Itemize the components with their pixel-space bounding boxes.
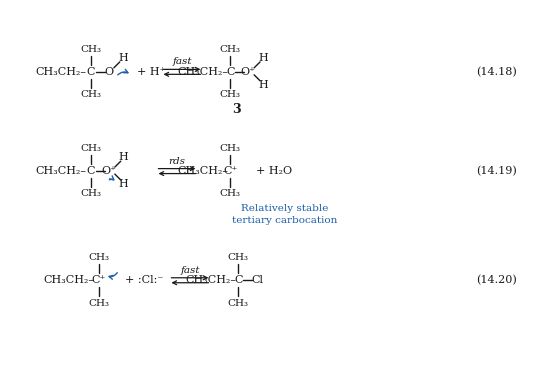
Text: CH₃: CH₃ [220,90,240,99]
Text: CH₃CH₂–: CH₃CH₂– [177,166,228,176]
Text: fast: fast [180,266,200,275]
Text: H: H [258,80,268,90]
Text: CH₃: CH₃ [81,45,101,53]
Text: CH₃CH₂–: CH₃CH₂– [43,275,94,285]
Text: CH₃CH₂–: CH₃CH₂– [35,166,86,176]
Text: (14.20): (14.20) [477,275,517,285]
Text: CH₃: CH₃ [88,299,109,307]
Text: CH₃: CH₃ [220,190,240,198]
Text: Cl: Cl [251,275,263,285]
Text: + :Cl:⁻: + :Cl:⁻ [125,275,163,285]
Text: 3: 3 [232,103,240,116]
Text: + H₂O: + H₂O [256,166,292,176]
Text: + H⁺: + H⁺ [137,67,165,77]
Text: tertiary carbocation: tertiary carbocation [232,216,338,225]
Text: rds: rds [169,157,186,166]
Text: C⁺: C⁺ [223,166,237,176]
Text: CH₃: CH₃ [81,144,101,153]
Text: O⁺: O⁺ [240,67,256,77]
Text: CH₃CH₂–: CH₃CH₂– [177,67,228,77]
Text: C: C [86,166,95,176]
Text: H: H [258,53,268,63]
Text: CH₃: CH₃ [88,253,109,262]
Text: H: H [119,152,128,162]
Text: CH₃CH₂–: CH₃CH₂– [185,275,236,285]
Text: C: C [226,67,234,77]
Text: H: H [119,53,128,63]
Text: fast: fast [172,57,191,66]
Text: CH₃CH₂–: CH₃CH₂– [35,67,86,77]
Text: O⁺: O⁺ [101,166,116,176]
Text: C⁺: C⁺ [92,275,106,285]
Text: C: C [234,275,243,285]
Text: (14.18): (14.18) [477,67,517,77]
Text: O: O [104,67,113,77]
Text: H: H [119,179,128,189]
Text: Relatively stable: Relatively stable [241,204,329,213]
Text: CH₃: CH₃ [228,253,249,262]
Text: CH₃: CH₃ [220,144,240,153]
Text: CH₃: CH₃ [220,45,240,53]
Text: CH₃: CH₃ [81,90,101,99]
Text: CH₃: CH₃ [81,190,101,198]
Text: C: C [86,67,95,77]
Text: CH₃: CH₃ [228,299,249,307]
Text: (14.19): (14.19) [477,166,517,176]
